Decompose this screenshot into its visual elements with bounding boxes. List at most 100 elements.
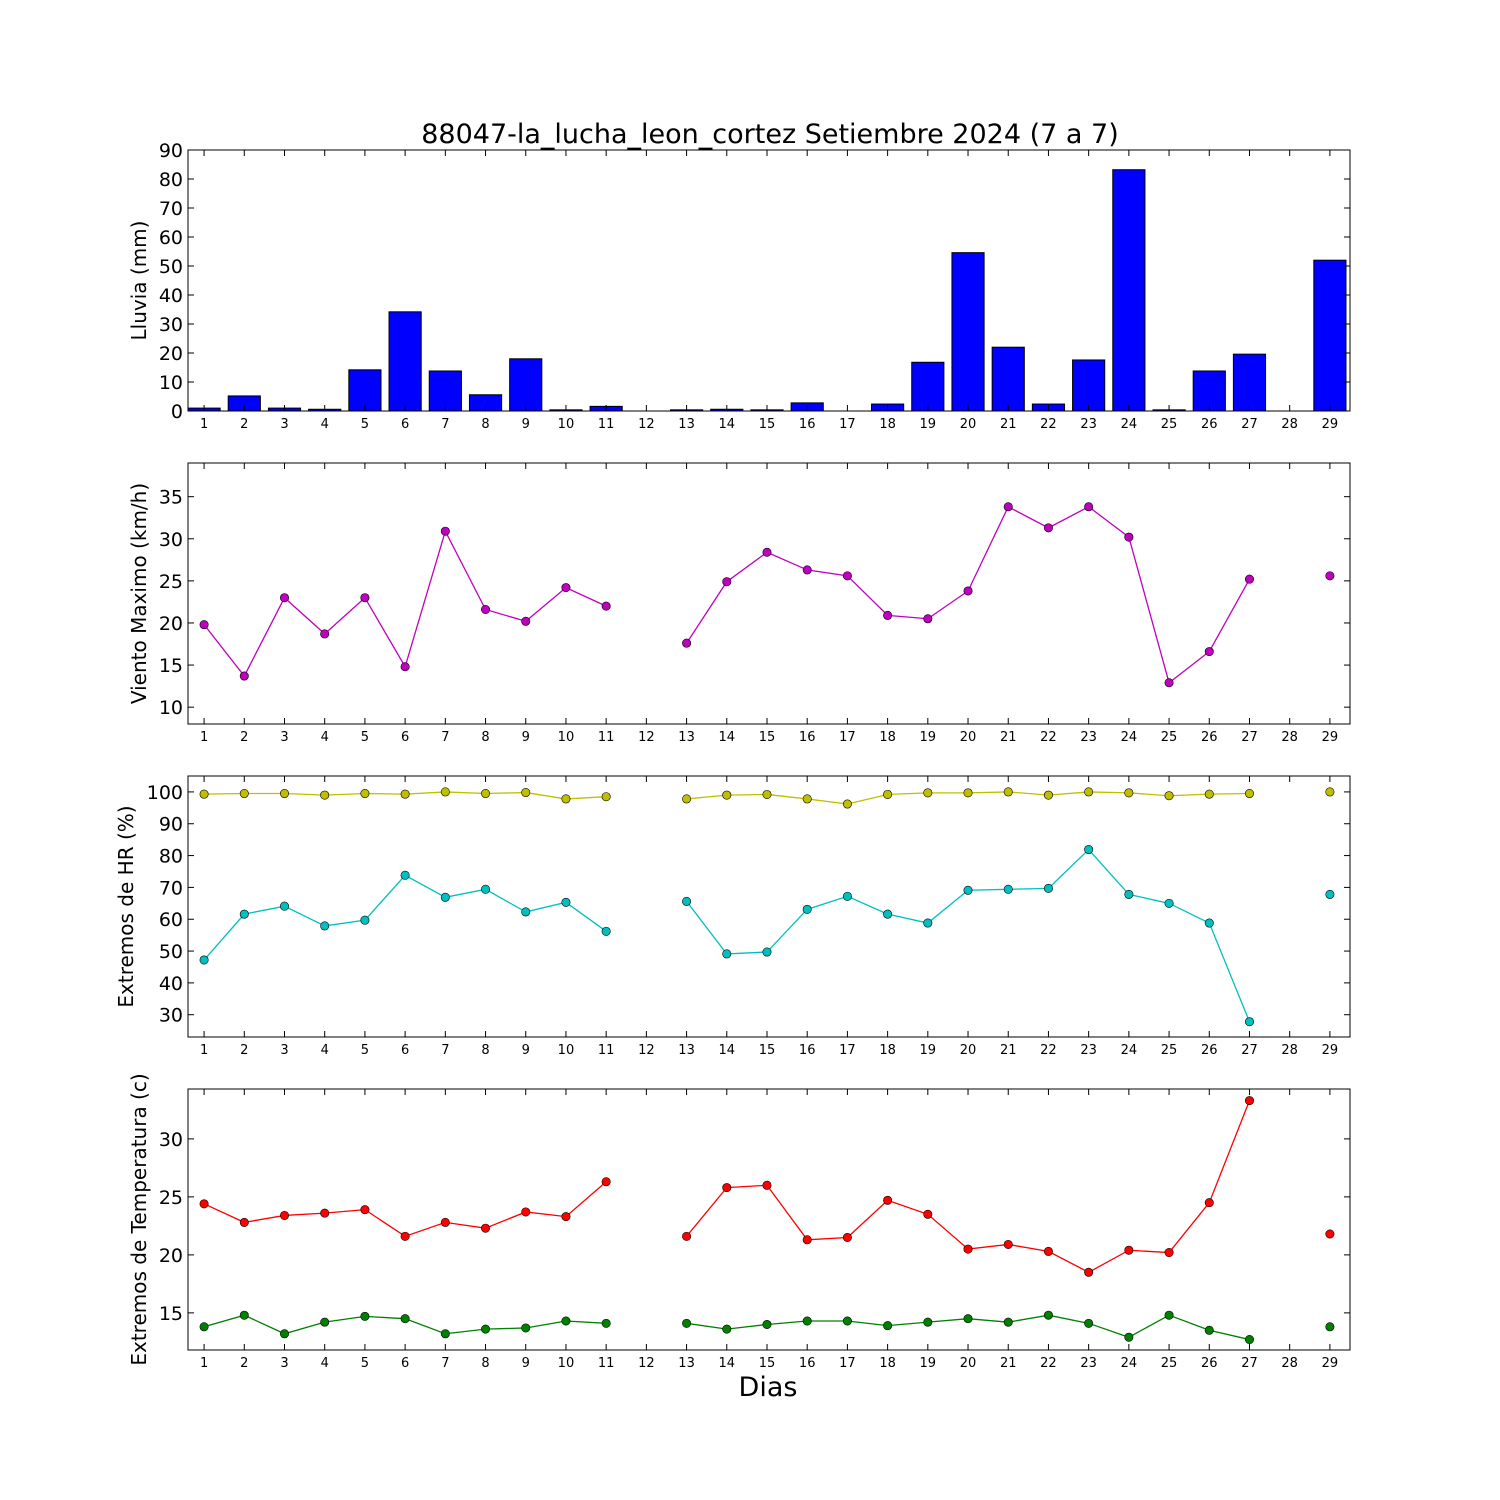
panel-rainfall-y-tick-label: 50	[159, 256, 183, 278]
panel-max-wind-x-tick-label: 22	[1040, 730, 1057, 745]
panel-max-wind-x-tick-label: 11	[598, 730, 615, 745]
panel-humidity-extremes-series-hr-min-point-day-3	[279, 901, 289, 911]
panel-temperature-extremes-x-tick-label: 24	[1121, 1356, 1138, 1371]
panel-max-wind-series-wind-point-day-29	[1325, 571, 1335, 581]
panel-humidity-extremes-series-hr-max-point-day-7	[440, 787, 450, 797]
panel-temperature-extremes-x-tick-label: 25	[1161, 1356, 1178, 1371]
panel-temperature-extremes-y-tick-label: 25	[159, 1187, 183, 1209]
panel-max-wind-x-tick-label: 20	[960, 730, 977, 745]
panel-max-wind-x-tick-label: 29	[1322, 730, 1339, 745]
panel-humidity-extremes-series-hr-min-point-day-6	[400, 870, 410, 880]
panel-humidity-extremes-x-tick-label: 24	[1121, 1043, 1138, 1058]
panel-max-wind-x-tick-label: 19	[920, 730, 937, 745]
panel-humidity-extremes-x-tick-label: 9	[522, 1043, 530, 1058]
panel-temperature-extremes-series-temp-min-point-day-13	[682, 1318, 692, 1328]
panel-humidity-extremes-series-hr-max-point-day-8	[481, 789, 491, 799]
panel-temperature-extremes-series-temp-max-point-day-10	[561, 1212, 571, 1222]
panel-temperature-extremes-x-tick-label: 2	[240, 1356, 248, 1371]
panel-temperature-extremes-series-temp-max-point-day-27	[1244, 1096, 1254, 1106]
panel-humidity-extremes-series-hr-max-point-day-19	[923, 788, 933, 798]
panel-temperature-extremes-x-tick-label: 21	[1000, 1356, 1017, 1371]
panel-humidity-extremes-y-tick-label: 30	[159, 1005, 183, 1027]
panel-humidity-extremes-series-hr-min-point-day-9	[521, 907, 531, 917]
panel-humidity-extremes-series-hr-max-point-day-15	[762, 789, 772, 799]
panel-max-wind-series-wind-point-day-27	[1244, 574, 1254, 584]
panel-rainfall-frame	[187, 149, 1351, 412]
panel-max-wind-series-wind-point-day-24	[1124, 532, 1134, 542]
panel-humidity-extremes-y-tick-label: 50	[159, 941, 183, 963]
panel-humidity-extremes-series-hr-min-point-day-29	[1325, 889, 1335, 899]
panel-max-wind-x-tick-label: 9	[522, 730, 530, 745]
panel-rainfall-x-tick-label: 12	[638, 417, 655, 432]
panel-rainfall-bar-day-6	[388, 311, 422, 412]
panel-humidity-extremes-series-hr-max-point-day-24	[1124, 788, 1134, 798]
panel-rainfall-x-tick-label: 15	[759, 417, 776, 432]
panel-max-wind-series-wind-point-day-22	[1043, 523, 1053, 533]
panel-temperature-extremes-series-temp-max-point-day-4	[320, 1208, 330, 1218]
panel-humidity-extremes-series-hr-min-point-day-18	[883, 909, 893, 919]
panel-temperature-extremes-x-tick-label: 28	[1281, 1356, 1298, 1371]
panel-rainfall-bar-day-19	[911, 361, 945, 412]
panel-humidity-extremes-series-hr-max-point-day-17	[842, 799, 852, 809]
panel-temperature-extremes-series-temp-max-point-day-2	[239, 1217, 249, 1227]
panel-rainfall-x-tick-label: 13	[678, 417, 695, 432]
panel-humidity-extremes-y-tick-label: 60	[159, 909, 183, 931]
panel-humidity-extremes-x-tick-label: 27	[1241, 1043, 1258, 1058]
panel-humidity-extremes-series-hr-min-point-day-22	[1043, 883, 1053, 893]
panel-rainfall-x-tick-label: 14	[719, 417, 736, 432]
panel-humidity-extremes-series-hr-min-point-day-19	[923, 918, 933, 928]
panel-humidity-extremes-series-hr-min-point-day-10	[561, 897, 571, 907]
panel-max-wind-series-wind-point-day-6	[400, 662, 410, 672]
panel-temperature-extremes-x-tick-label: 29	[1322, 1356, 1339, 1371]
panel-temperature-extremes-x-tick-label: 20	[960, 1356, 977, 1371]
panel-rainfall-bar-day-21	[991, 346, 1025, 412]
panel-humidity-extremes-x-tick-label: 6	[401, 1043, 409, 1058]
panel-temperature-extremes-series-temp-min-point-day-5	[360, 1311, 370, 1321]
panel-temperature-extremes-series-temp-max-point-day-3	[279, 1210, 289, 1220]
panel-temperature-extremes-frame	[187, 1088, 1351, 1351]
panel-max-wind-x-tick-label: 28	[1281, 730, 1298, 745]
panel-temperature-extremes-x-tick-label: 16	[799, 1356, 816, 1371]
panel-temperature-extremes-series-temp-max-point-day-13	[682, 1231, 692, 1241]
panel-max-wind-series-wind-point-day-11	[601, 601, 611, 611]
panel-rainfall-x-tick-label: 4	[321, 417, 329, 432]
panel-humidity-extremes-series-hr-min-point-day-4	[320, 921, 330, 931]
panel-rainfall-y-tick-label: 80	[159, 169, 183, 191]
panel-temperature-extremes-series-temp-min-point-day-2	[239, 1310, 249, 1320]
panel-max-wind-series-wind-point-day-16	[802, 565, 812, 575]
panel-humidity-extremes-x-tick-label: 5	[361, 1043, 369, 1058]
panel-max-wind-y-tick-label: 10	[159, 697, 183, 719]
panel-max-wind-series-wind-point-day-1	[199, 620, 209, 630]
panel-humidity-extremes-x-tick-label: 28	[1281, 1043, 1298, 1058]
panel-temperature-extremes-x-tick-label: 9	[522, 1356, 530, 1371]
panel-rainfall-y-tick-label: 10	[159, 372, 183, 394]
panel-humidity-extremes-x-tick-label: 15	[759, 1043, 776, 1058]
panel-rainfall-bar-day-5	[348, 369, 382, 412]
panel-max-wind-x-tick-label: 10	[558, 730, 575, 745]
panel-max-wind-y-tick-label: 35	[159, 487, 183, 509]
panel-temperature-extremes-x-tick-label: 18	[879, 1356, 896, 1371]
panel-temperature-extremes-series-temp-max-point-day-29	[1325, 1229, 1335, 1239]
panel-max-wind-series-wind-point-day-14	[722, 577, 732, 587]
panel-rainfall-bar-day-26	[1192, 370, 1226, 412]
panel-rainfall-x-tick-label: 16	[799, 417, 816, 432]
panel-temperature-extremes-series-temp-max-point-day-8	[481, 1223, 491, 1233]
panel-humidity-extremes-series-hr-min-point-day-2	[239, 909, 249, 919]
panel-rainfall-x-tick-label: 11	[598, 417, 615, 432]
panel-rainfall-x-tick-label: 2	[240, 417, 248, 432]
panel-temperature-extremes-series-temp-max-point-day-11	[601, 1177, 611, 1187]
panel-humidity-extremes-x-tick-label: 4	[321, 1043, 329, 1058]
panel-max-wind-series-wind-point-day-5	[360, 593, 370, 603]
panel-humidity-extremes-series-hr-max-point-day-4	[320, 790, 330, 800]
panel-rainfall-x-tick-label: 9	[522, 417, 530, 432]
panel-temperature-extremes-series-temp-min-point-day-3	[279, 1329, 289, 1339]
panel-rainfall-y-tick-label: 20	[159, 343, 183, 365]
panel-rainfall-x-tick-label: 25	[1161, 417, 1178, 432]
panel-max-wind-x-tick-label: 21	[1000, 730, 1017, 745]
panel-max-wind-series-wind-point-day-3	[279, 593, 289, 603]
panel-max-wind-x-tick-label: 25	[1161, 730, 1178, 745]
panel-humidity-extremes-series-hr-max-point-day-26	[1204, 789, 1214, 799]
panel-max-wind-x-tick-label: 4	[321, 730, 329, 745]
panel-max-wind-x-tick-label: 1	[200, 730, 208, 745]
